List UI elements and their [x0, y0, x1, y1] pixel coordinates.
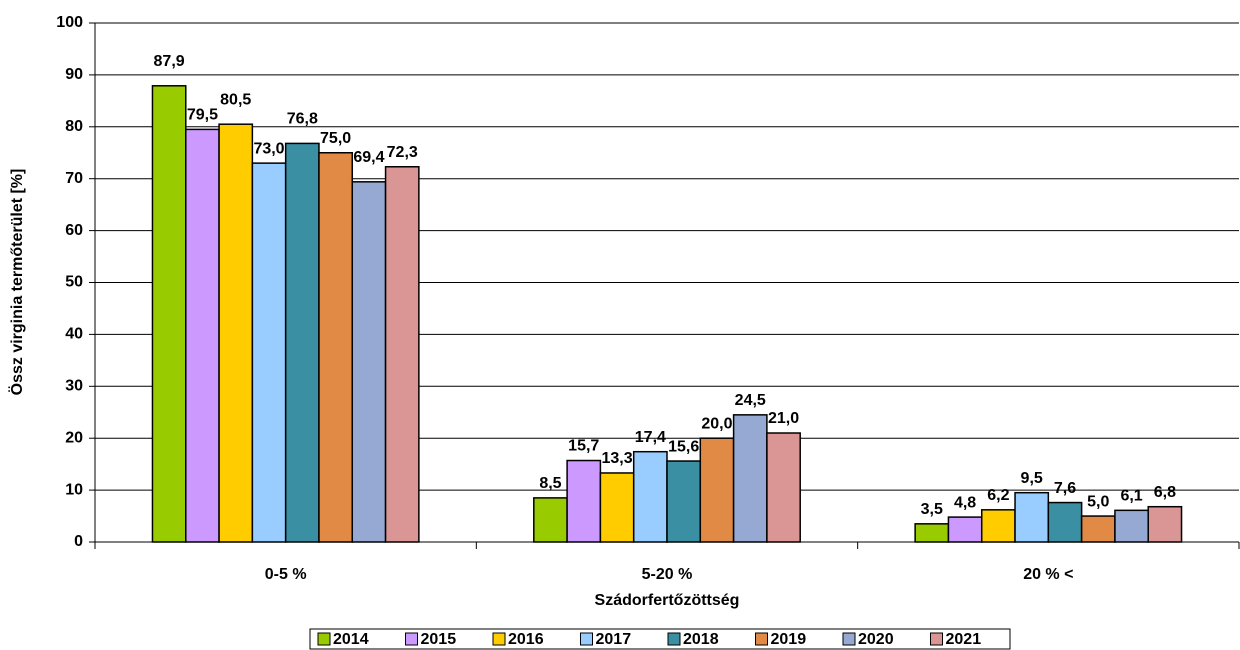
- bar: [218, 123, 254, 543]
- value-label: 75,0: [320, 130, 351, 147]
- y-tick-label: 10: [65, 481, 83, 498]
- value-label: 5,0: [1087, 493, 1109, 510]
- x-axis-label: Szádorfertőzöttség: [595, 592, 740, 609]
- legend-label: 2014: [333, 631, 369, 648]
- value-label: 8,5: [539, 475, 561, 492]
- value-label: 72,3: [387, 144, 418, 161]
- value-label: 6,2: [987, 487, 1009, 504]
- bar: [1047, 501, 1083, 543]
- y-tick-label: 20: [65, 429, 83, 446]
- bar: [351, 181, 387, 543]
- value-label: 15,6: [668, 438, 699, 455]
- legend-label: 2016: [508, 631, 544, 648]
- bar: [632, 450, 668, 543]
- y-axis-label: Össz virginia termőterület [%]: [7, 169, 26, 396]
- value-label: 87,9: [154, 53, 185, 70]
- value-label: 17,4: [635, 429, 666, 446]
- y-tick-label: 0: [74, 533, 83, 550]
- bar: [947, 516, 983, 543]
- value-label: 6,1: [1120, 488, 1142, 505]
- bar: [666, 460, 702, 543]
- value-label: 21,0: [768, 410, 799, 427]
- bar: [318, 152, 354, 543]
- bar: [566, 459, 602, 543]
- legend-label: 2021: [946, 631, 982, 648]
- y-tick-label: 50: [65, 274, 83, 291]
- bar: [599, 472, 635, 543]
- bar: [1114, 509, 1149, 543]
- value-label: 80,5: [220, 91, 251, 108]
- bar: [384, 166, 420, 543]
- bar: [284, 142, 320, 543]
- legend-swatch: [930, 632, 943, 646]
- bar: [251, 162, 287, 543]
- bar: [1080, 515, 1116, 543]
- legend-swatch: [580, 632, 593, 646]
- value-label: 15,7: [568, 438, 599, 455]
- value-label: 20,0: [701, 415, 732, 432]
- value-label: 73,0: [253, 140, 284, 157]
- legend-box: [309, 628, 1011, 650]
- legend-swatch: [492, 632, 506, 646]
- legend-swatch: [667, 632, 681, 646]
- legend-label: 2020: [858, 631, 894, 648]
- y-tick-label: 90: [65, 66, 83, 83]
- bar: [533, 497, 568, 543]
- bar: [914, 523, 950, 543]
- value-label: 79,5: [187, 107, 218, 124]
- y-tick-label: 40: [65, 326, 83, 343]
- value-label: 9,5: [1021, 470, 1043, 487]
- legend-label: 2017: [596, 631, 632, 648]
- value-label: 76,8: [287, 111, 318, 128]
- legend-swatch: [842, 632, 856, 646]
- bar: [1147, 505, 1183, 543]
- bar: [766, 432, 801, 543]
- y-tick-label: 30: [65, 378, 83, 395]
- bar: [151, 85, 187, 543]
- bar: [699, 437, 735, 543]
- value-label: 6,8: [1154, 484, 1176, 501]
- bar: [732, 414, 768, 543]
- value-label: 69,4: [353, 149, 384, 166]
- legend-label: 2015: [421, 631, 457, 648]
- value-label: 7,6: [1054, 480, 1076, 497]
- value-label: 13,3: [601, 450, 632, 467]
- value-label: 3,5: [921, 501, 943, 518]
- legend-swatch: [317, 632, 331, 646]
- value-label: 4,8: [954, 494, 976, 511]
- legend-swatch: [405, 632, 418, 646]
- bar: [185, 128, 220, 543]
- x-tick-label: 5-20 %: [642, 566, 693, 583]
- bar: [980, 509, 1016, 543]
- x-tick-label: 20 % <: [1023, 566, 1073, 583]
- x-tick-label: 0-5 %: [265, 566, 307, 583]
- y-tick-label: 80: [65, 118, 83, 135]
- legend-label: 2018: [683, 631, 719, 648]
- legend-label: 2019: [771, 631, 807, 648]
- y-tick-label: 70: [65, 170, 83, 187]
- y-tick-label: 100: [56, 14, 83, 31]
- legend-swatch: [755, 632, 768, 646]
- y-tick-label: 60: [65, 222, 83, 239]
- bar: [1014, 491, 1050, 543]
- value-label: 24,5: [735, 392, 766, 409]
